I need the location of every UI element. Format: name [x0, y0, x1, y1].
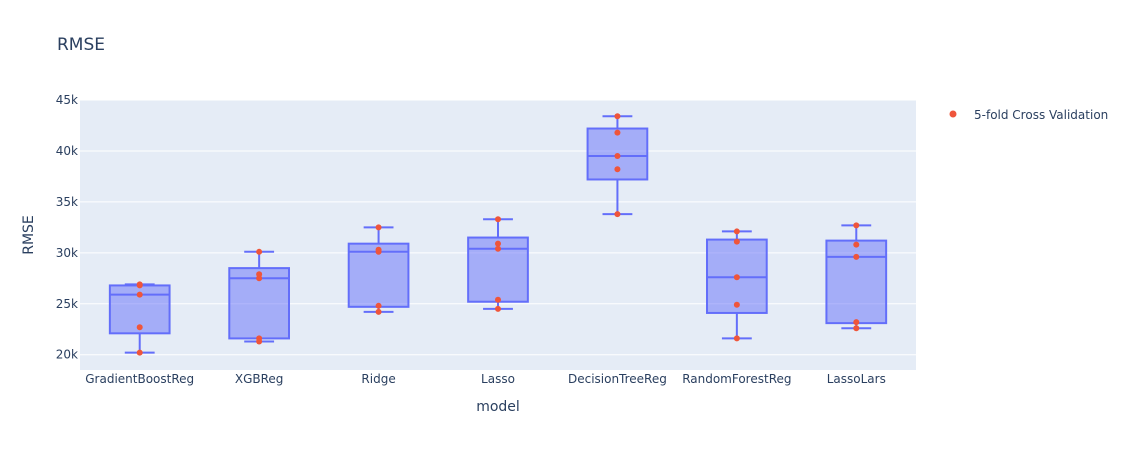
data-point: [136, 324, 143, 331]
x-tick-label: Lasso: [481, 372, 515, 386]
data-point: [853, 241, 860, 248]
y-axis-label: RMSE: [21, 215, 37, 255]
data-point: [614, 129, 621, 136]
y-tick-label: 30k: [56, 246, 78, 260]
legend[interactable]: 5-fold Cross Validation: [949, 108, 1109, 122]
data-point: [495, 296, 501, 303]
data-point: [375, 302, 382, 309]
data-point: [375, 308, 382, 315]
data-point: [495, 240, 501, 247]
y-tick-labels: 20k 25k 30k 35k 40k 45k: [56, 93, 78, 362]
y-tick-label: 35k: [56, 195, 78, 209]
data-point: [853, 253, 860, 260]
data-point: [375, 246, 382, 253]
data-point: [853, 319, 860, 326]
data-point: [256, 271, 263, 278]
data-point: [733, 274, 740, 281]
data-point: [495, 216, 501, 223]
data-points: [136, 113, 860, 356]
y-tick-label: 20k: [56, 348, 78, 362]
data-point: [733, 238, 740, 245]
data-point: [614, 113, 621, 120]
data-point: [495, 245, 501, 252]
box-lassolars: [825, 224, 888, 330]
data-point: [614, 153, 621, 160]
x-tick-labels: GradientBoostReg XGBReg Ridge Lasso Decision…: [85, 372, 886, 386]
data-point: [733, 228, 740, 235]
data-point: [733, 301, 740, 308]
x-tick-label: DecisionTreeReg: [568, 372, 667, 386]
y-tick-label: 25k: [56, 297, 78, 311]
data-point: [256, 248, 263, 255]
legend-label: 5-fold Cross Validation: [974, 108, 1108, 122]
y-tick-label: 40k: [56, 144, 78, 158]
chart-title: RMSE: [57, 35, 105, 55]
x-tick-label: Ridge: [361, 372, 395, 386]
data-point: [614, 211, 621, 218]
data-point: [614, 166, 621, 173]
data-point: [853, 325, 860, 332]
x-tick-label: GradientBoostReg: [85, 372, 194, 386]
box-iqr: [825, 239, 888, 325]
data-point: [256, 335, 263, 342]
x-tick-label: RandomForestReg: [682, 372, 791, 386]
y-tick-label: 45k: [56, 93, 78, 107]
x-axis-label: model: [476, 399, 520, 415]
data-point: [375, 224, 382, 231]
x-tick-label: XGBReg: [235, 372, 284, 386]
data-point: [495, 305, 501, 312]
legend-marker: [949, 110, 957, 118]
data-point: [733, 335, 740, 342]
data-point: [136, 281, 143, 288]
data-point: [136, 349, 143, 356]
data-point: [853, 222, 860, 229]
x-tick-label: LassoLars: [827, 372, 886, 386]
data-point: [136, 291, 143, 298]
